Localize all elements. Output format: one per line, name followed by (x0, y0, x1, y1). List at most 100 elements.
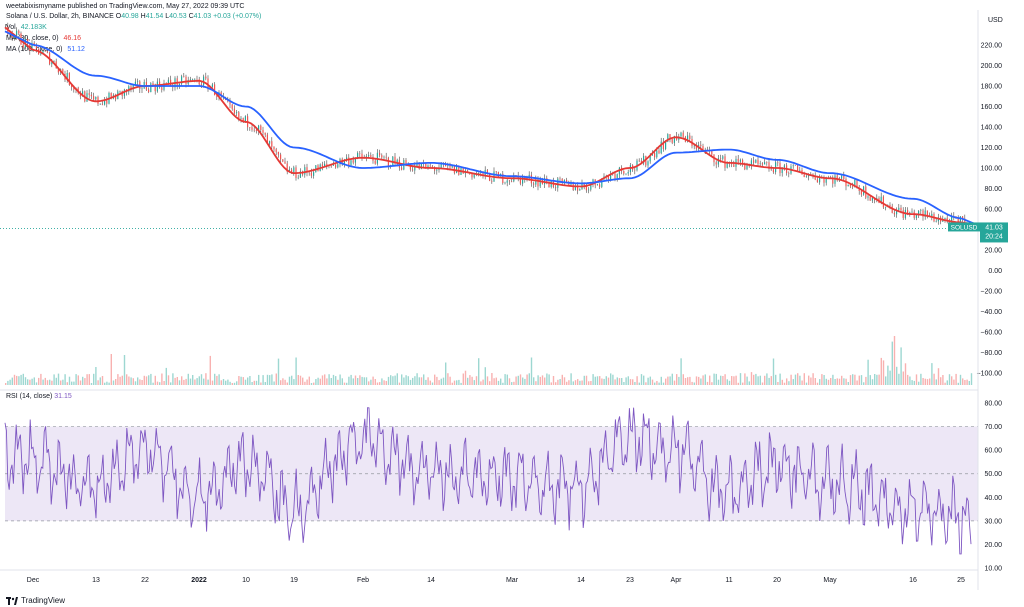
candle-body (555, 187, 557, 188)
ma30-legend[interactable]: MA (30, close, 0) 46.16 (6, 35, 81, 42)
ma100-value: 51.12 (67, 46, 85, 53)
candle-body (665, 141, 667, 149)
candle-body (264, 132, 266, 135)
volume-bar (585, 375, 588, 385)
volume-bar (5, 383, 7, 385)
volume-bar (467, 377, 469, 385)
volume-legend[interactable]: Vol 42.183K (6, 24, 47, 31)
symbol-name[interactable]: Solana / U.S. Dollar, 2h, BINANCE (6, 13, 114, 20)
volume-bar (269, 375, 271, 385)
candle-body (269, 141, 271, 144)
candle-body (777, 162, 779, 163)
volume-bar (343, 382, 346, 385)
volume-bar (596, 376, 599, 385)
volume-bar (387, 376, 390, 385)
volume-bar (700, 378, 702, 385)
volume-bar (935, 379, 937, 385)
volume-bar (420, 377, 423, 385)
volume-bar (295, 357, 297, 385)
volume-bar (671, 373, 673, 385)
candle-body (920, 210, 922, 211)
candle-body (687, 135, 689, 142)
candle-body (504, 182, 506, 184)
volume-bar (302, 377, 304, 385)
volume-bar (117, 374, 119, 385)
volume-bar (698, 376, 700, 385)
candle-body (764, 162, 766, 165)
volume-bar (825, 378, 827, 385)
candle-body (330, 165, 332, 167)
volume-bar (372, 376, 374, 385)
candle-body (236, 112, 238, 114)
volume-bar (544, 377, 546, 385)
volume-bar (451, 382, 453, 385)
candle-body (522, 176, 524, 184)
volume-bar (706, 381, 709, 385)
volume-bar (128, 376, 130, 385)
price-tag[interactable]: SOLUSD 41.03 20:24 (948, 222, 1008, 243)
volume-bar (167, 375, 170, 385)
volume-bar (110, 354, 112, 385)
volume-bar (948, 374, 951, 385)
candle-body (88, 93, 90, 95)
candle-body (682, 132, 684, 137)
candle-body (134, 81, 136, 85)
candle-body (506, 180, 508, 183)
candle-body (486, 169, 488, 174)
candle-body (255, 130, 257, 131)
publish-info: weetabixismyname published on TradingVie… (6, 3, 245, 10)
volume-bar (779, 373, 781, 385)
ma100-line (4, 30, 975, 225)
volume-bar (447, 373, 449, 385)
tradingview-brand[interactable]: TradingView (6, 596, 65, 605)
volume-bar (566, 381, 568, 385)
candle-body (544, 178, 546, 185)
volume-bar (161, 373, 163, 385)
volume-bar (299, 375, 302, 385)
volume-bar (134, 381, 137, 385)
volume-bar (610, 373, 612, 385)
volume-bar (775, 374, 777, 385)
candle-body (680, 132, 682, 137)
candle-body (772, 169, 774, 173)
volume-bar (524, 378, 526, 385)
candle-body (783, 165, 785, 168)
time-tick-label: 16 (909, 577, 917, 584)
candle-body (832, 177, 834, 184)
volume-bar (49, 379, 51, 385)
volume-bar (229, 381, 231, 385)
volume-bar (178, 380, 181, 385)
volume-bar (55, 377, 57, 385)
candle-body (104, 100, 106, 105)
candle-body (495, 171, 497, 173)
rsi-tick-label: 30.00 (984, 518, 1002, 525)
candle-body (229, 101, 231, 105)
volume-bar (805, 382, 808, 385)
volume-bar (108, 382, 110, 385)
candle-body (251, 127, 253, 130)
volume-bar (38, 377, 40, 385)
volume-bar (40, 373, 42, 385)
candle-body (748, 165, 750, 167)
candle-body (843, 175, 845, 179)
volume-bar (528, 373, 530, 385)
time-tick-label: 22 (141, 577, 149, 584)
candle-body (891, 206, 893, 213)
candle-body (189, 79, 191, 81)
volume-bar (46, 380, 49, 385)
volume-bar (502, 382, 504, 385)
price-pane (0, 22, 978, 385)
volume-bar (904, 363, 907, 385)
candle-body (559, 178, 561, 180)
candle-body (53, 61, 55, 62)
ohlc-values: O40.98 H41.54 L40.53 C41.03 (116, 13, 211, 20)
volume-bar (152, 382, 154, 385)
candle-body (757, 159, 759, 164)
candle-body (746, 165, 748, 170)
volume-bar (618, 378, 621, 385)
candle-body (200, 84, 202, 86)
candle-body (33, 42, 35, 45)
candle-body (607, 176, 609, 180)
volume-bar (922, 378, 924, 385)
